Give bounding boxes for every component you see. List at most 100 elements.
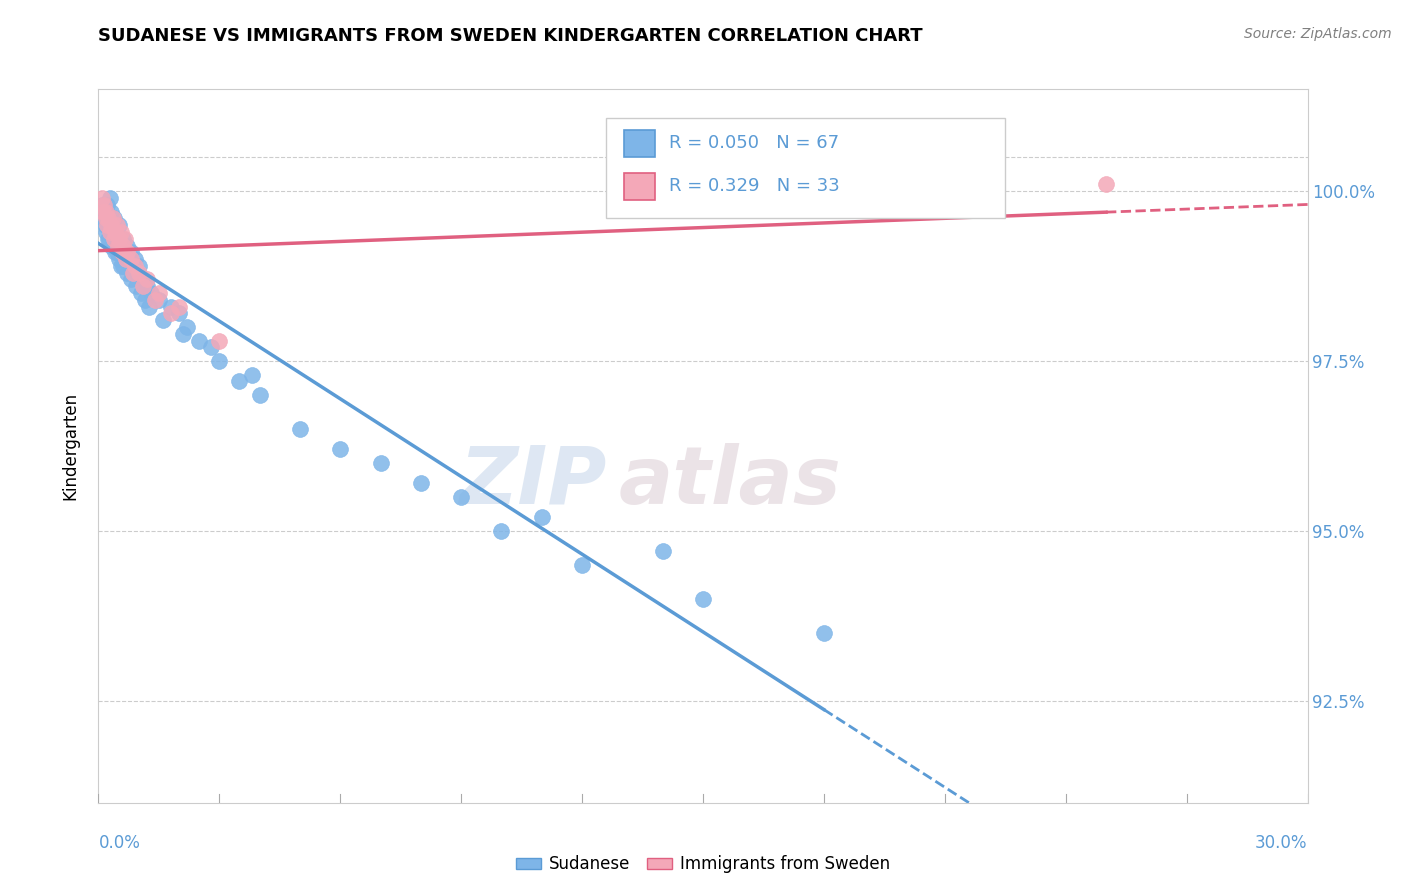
Point xyxy=(167,306,190,320)
Point xyxy=(111,238,134,252)
Point xyxy=(98,191,121,205)
Point xyxy=(148,293,170,307)
Point xyxy=(370,456,392,470)
Text: SUDANESE VS IMMIGRANTS FROM SWEDEN KINDERGARTEN CORRELATION CHART: SUDANESE VS IMMIGRANTS FROM SWEDEN KINDE… xyxy=(98,27,924,45)
Point xyxy=(97,211,120,226)
Point xyxy=(103,225,125,239)
Point xyxy=(172,326,194,341)
Point xyxy=(105,232,128,246)
Point xyxy=(101,218,124,232)
Point xyxy=(100,218,122,232)
Point xyxy=(143,293,166,307)
Point xyxy=(135,272,157,286)
Point xyxy=(103,232,125,246)
Point xyxy=(121,266,143,280)
Point xyxy=(107,232,129,246)
Point xyxy=(121,272,143,286)
Point xyxy=(93,198,115,212)
Point xyxy=(111,245,134,260)
Point xyxy=(176,320,198,334)
Point xyxy=(91,191,114,205)
Point xyxy=(125,266,148,280)
FancyBboxPatch shape xyxy=(624,130,655,157)
Point xyxy=(228,375,250,389)
Point xyxy=(208,334,231,348)
Point xyxy=(111,232,134,246)
Point xyxy=(118,252,141,266)
Point xyxy=(148,286,170,301)
Point xyxy=(160,306,183,320)
Point xyxy=(107,218,129,232)
Point xyxy=(138,300,160,314)
Text: 0.0%: 0.0% xyxy=(98,834,141,852)
Point xyxy=(249,388,271,402)
FancyBboxPatch shape xyxy=(624,173,655,200)
Text: 30.0%: 30.0% xyxy=(1256,834,1308,852)
Point xyxy=(530,510,553,524)
Point xyxy=(97,232,120,246)
Point xyxy=(160,300,183,314)
Text: Source: ZipAtlas.com: Source: ZipAtlas.com xyxy=(1244,27,1392,41)
Text: ZIP: ZIP xyxy=(458,442,606,521)
Point xyxy=(110,259,132,273)
Point xyxy=(100,238,122,252)
Point xyxy=(98,225,121,239)
Point xyxy=(329,442,352,457)
Point xyxy=(120,252,142,266)
Text: R = 0.329   N = 33: R = 0.329 N = 33 xyxy=(669,178,839,195)
Point xyxy=(571,558,593,572)
Point xyxy=(112,259,135,273)
Point xyxy=(134,293,156,307)
Point xyxy=(94,225,117,239)
Point xyxy=(97,218,120,232)
Point xyxy=(100,204,122,219)
Point xyxy=(124,259,146,273)
Point xyxy=(288,422,311,436)
Point xyxy=(114,245,136,260)
Point xyxy=(105,245,128,260)
Point xyxy=(107,238,129,252)
Point xyxy=(1095,178,1118,192)
Point xyxy=(103,238,125,252)
Legend: Sudanese, Immigrants from Sweden: Sudanese, Immigrants from Sweden xyxy=(509,849,897,880)
Point xyxy=(132,272,155,286)
Point xyxy=(450,490,472,504)
Point xyxy=(152,313,174,327)
Point xyxy=(128,266,150,280)
Point xyxy=(93,204,115,219)
Point xyxy=(124,252,146,266)
Point xyxy=(96,218,118,232)
Point xyxy=(188,334,211,348)
Point xyxy=(115,245,138,260)
Y-axis label: Kindergarten: Kindergarten xyxy=(62,392,80,500)
Point xyxy=(167,300,190,314)
Point xyxy=(139,286,162,301)
Point xyxy=(115,238,138,252)
Point xyxy=(128,259,150,273)
Point xyxy=(108,252,131,266)
Point xyxy=(124,279,146,293)
Point xyxy=(132,279,155,293)
Point xyxy=(491,524,513,538)
Point xyxy=(94,218,117,232)
Point xyxy=(96,211,118,226)
Point xyxy=(96,198,118,212)
Text: R = 0.050   N = 67: R = 0.050 N = 67 xyxy=(669,135,839,153)
Point xyxy=(91,198,114,212)
Text: atlas: atlas xyxy=(619,442,841,521)
Point xyxy=(90,204,112,219)
Point xyxy=(121,259,143,273)
Point xyxy=(114,232,136,246)
Point xyxy=(103,225,125,239)
Point xyxy=(98,232,121,246)
Point xyxy=(103,211,125,226)
Point xyxy=(114,252,136,266)
Point xyxy=(135,279,157,293)
Point xyxy=(120,245,142,260)
Point xyxy=(409,476,432,491)
Point xyxy=(91,204,114,219)
Point xyxy=(208,354,231,368)
Point xyxy=(129,286,152,301)
Point xyxy=(91,211,114,226)
Point xyxy=(117,266,139,280)
